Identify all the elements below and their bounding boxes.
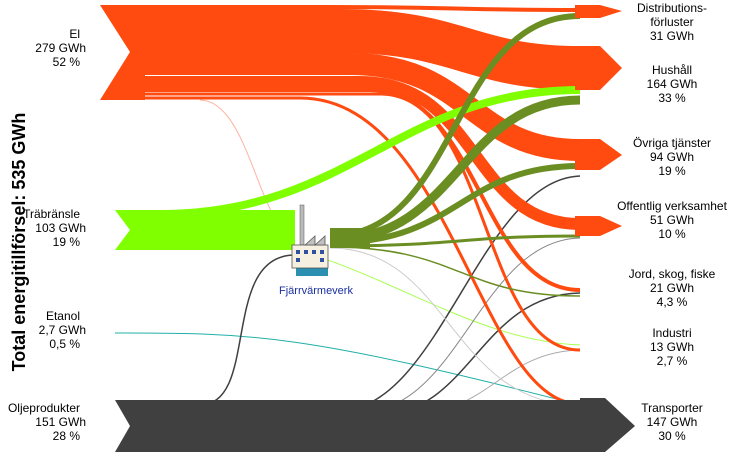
target-name: Industri — [652, 326, 691, 340]
source-amount: 2,7 GWh — [39, 323, 86, 337]
el-flows — [140, 5, 581, 406]
el-source — [100, 5, 145, 100]
plant-icon — [291, 204, 329, 276]
source-amount: 279 GWh — [35, 41, 86, 55]
source-amount: 151 GWh — [35, 415, 86, 429]
target-share: 2,7 % — [657, 354, 688, 368]
target-share: 4,3 % — [657, 295, 688, 309]
target-arrow — [575, 46, 622, 90]
target-arrow — [580, 398, 635, 452]
target-name: förluster — [650, 15, 693, 29]
source-share: 28 % — [53, 429, 81, 443]
target-name: Övriga tjänster — [633, 136, 711, 150]
oil-source — [115, 400, 590, 452]
target-share: 30 % — [658, 429, 686, 443]
target-amount: 147 GWh — [647, 415, 698, 429]
target-amount: 21 GWh — [650, 281, 694, 295]
target-name: Hushåll — [652, 63, 692, 77]
source-name: El — [69, 27, 80, 41]
source-name: Oljeprodukter — [8, 401, 80, 415]
target-share: 33 % — [658, 91, 686, 105]
source-share: 52 % — [53, 55, 81, 69]
target-name: Jord, skog, fiske — [629, 267, 716, 281]
target-amount: 51 GWh — [650, 213, 694, 227]
title: Total energitillförsel: 535 GWh — [9, 113, 29, 372]
source-amount: 103 GWh — [35, 221, 86, 235]
target-name: Transporter — [641, 401, 703, 415]
target-share: 19 % — [658, 164, 686, 178]
plant-out — [330, 228, 370, 248]
target-arrow — [575, 139, 622, 170]
source-share: 19 % — [53, 235, 81, 249]
thin-flows — [114, 99, 581, 417]
target-share: 10 % — [658, 227, 686, 241]
target-amount: 31 GWh — [650, 29, 694, 43]
source-share: 0,5 % — [49, 337, 80, 351]
target-amount: 94 GWh — [650, 150, 694, 164]
source-name: Träbränsle — [23, 207, 80, 221]
target-amount: 13 GWh — [650, 340, 694, 354]
source-name: Etanol — [46, 309, 80, 323]
wood-flows — [159, 13, 581, 297]
target-arrow — [575, 5, 622, 18]
plant-label: Fjärrvärmeverk — [279, 285, 353, 297]
target-name: Distributions- — [637, 1, 707, 15]
target-amount: 164 GWh — [647, 77, 698, 91]
target-arrow — [575, 216, 622, 236]
wood-source — [115, 210, 295, 250]
target-name: Offentlig verksamhet — [617, 199, 727, 213]
